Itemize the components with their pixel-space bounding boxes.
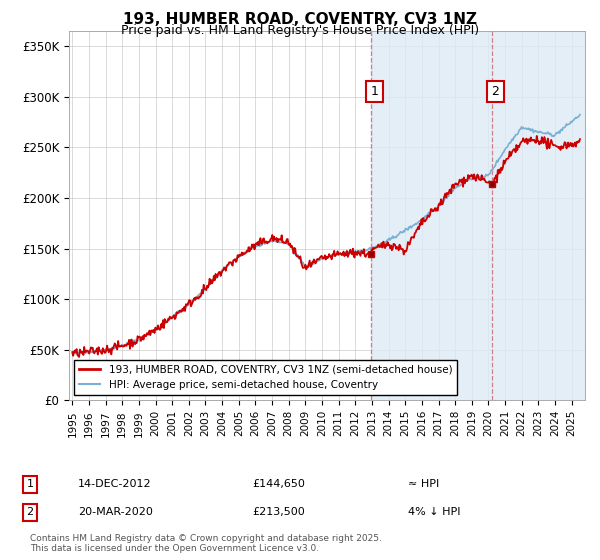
Text: 1: 1 <box>371 85 379 98</box>
Text: £144,650: £144,650 <box>252 479 305 489</box>
Text: 1: 1 <box>26 479 34 489</box>
Text: Price paid vs. HM Land Registry's House Price Index (HPI): Price paid vs. HM Land Registry's House … <box>121 24 479 36</box>
Text: £213,500: £213,500 <box>252 507 305 517</box>
Text: 14-DEC-2012: 14-DEC-2012 <box>78 479 152 489</box>
Text: 2: 2 <box>26 507 34 517</box>
Text: 193, HUMBER ROAD, COVENTRY, CV3 1NZ: 193, HUMBER ROAD, COVENTRY, CV3 1NZ <box>123 12 477 27</box>
Legend: 193, HUMBER ROAD, COVENTRY, CV3 1NZ (semi-detached house), HPI: Average price, s: 193, HUMBER ROAD, COVENTRY, CV3 1NZ (sem… <box>74 360 457 395</box>
Text: ≈ HPI: ≈ HPI <box>408 479 439 489</box>
Text: 4% ↓ HPI: 4% ↓ HPI <box>408 507 461 517</box>
Text: 20-MAR-2020: 20-MAR-2020 <box>78 507 153 517</box>
Bar <box>371 31 585 400</box>
Text: 2: 2 <box>491 85 499 98</box>
Text: Contains HM Land Registry data © Crown copyright and database right 2025.
This d: Contains HM Land Registry data © Crown c… <box>30 534 382 553</box>
